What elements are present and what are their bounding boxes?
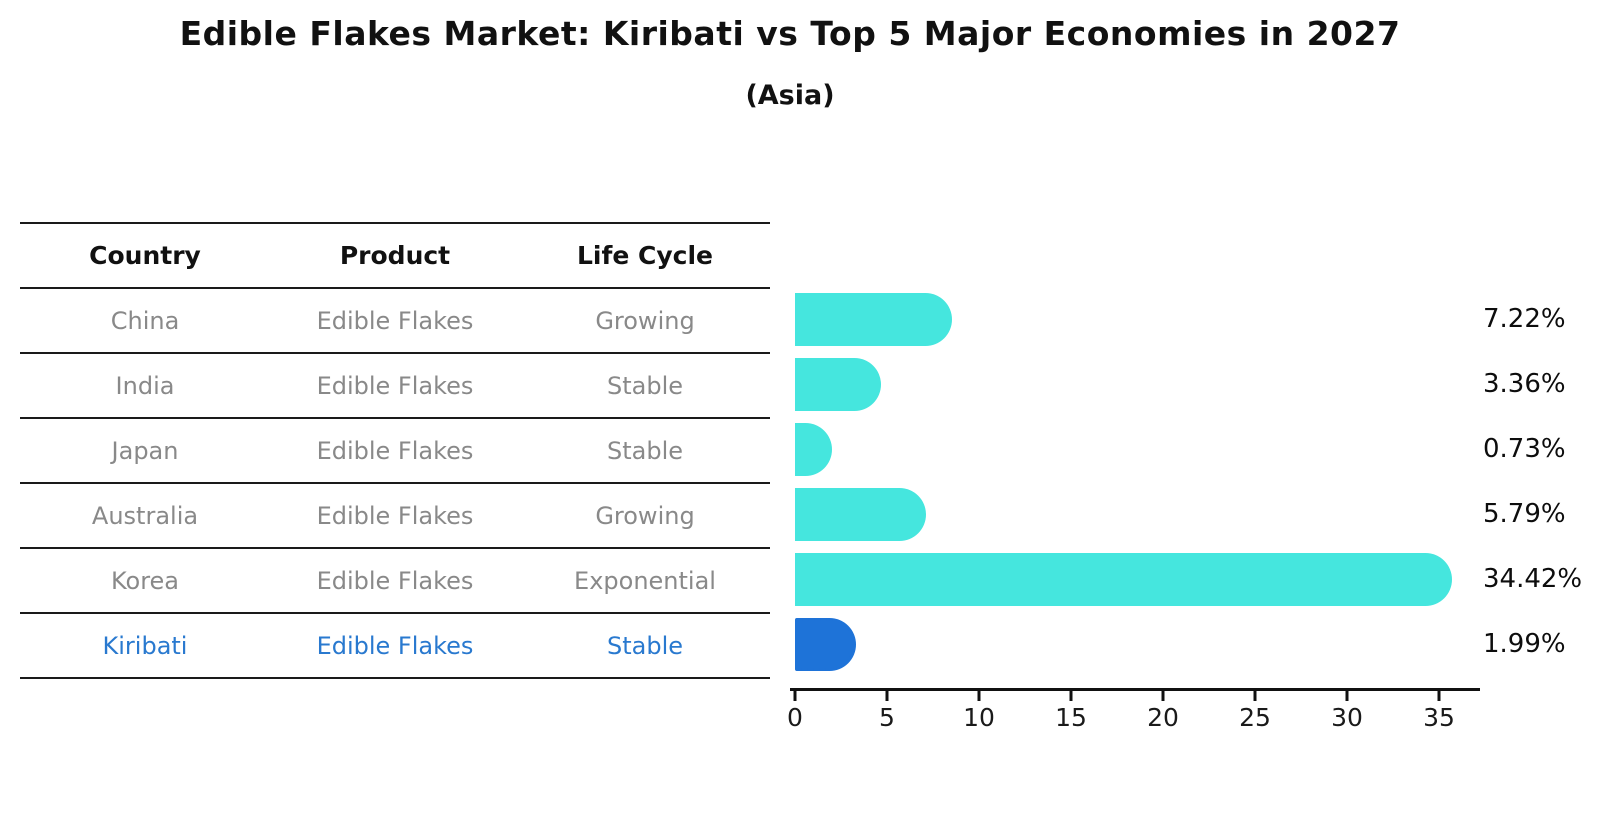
table-cell-product: Edible Flakes bbox=[316, 436, 474, 465]
x-axis-line bbox=[790, 688, 1480, 691]
table-cell-country: Australia bbox=[91, 501, 199, 530]
value-label-australia: 5.79% bbox=[1483, 499, 1566, 529]
bar-china bbox=[795, 293, 952, 346]
x-axis-tick-label: 10 bbox=[963, 703, 995, 732]
x-axis-tick-mark bbox=[793, 691, 797, 701]
x-axis-tick-label: 5 bbox=[879, 703, 895, 732]
table-cell-life-cycle: Stable bbox=[606, 436, 684, 465]
value-label-korea: 34.42% bbox=[1483, 564, 1583, 594]
x-axis-tick-label: 15 bbox=[1055, 703, 1087, 732]
value-label-kiribati: 1.99% bbox=[1483, 629, 1566, 659]
x-axis-tick-mark bbox=[1437, 691, 1441, 701]
column-header-country: Country bbox=[89, 241, 201, 270]
table-row: Australia Edible Flakes Growing bbox=[20, 484, 770, 549]
chart-title: Edible Flakes Market: Kiribati vs Top 5 … bbox=[179, 14, 1401, 53]
x-axis-tick-mark bbox=[1253, 691, 1257, 701]
table-cell-life-cycle: Stable bbox=[606, 371, 684, 400]
value-label-india: 3.36% bbox=[1483, 369, 1566, 399]
table-cell-product: Edible Flakes bbox=[316, 371, 474, 400]
x-axis-tick-mark bbox=[977, 691, 981, 701]
table-cell-life-cycle: Growing bbox=[595, 501, 695, 530]
table-cell-country: Korea bbox=[110, 566, 180, 595]
x-axis-tick-label: 25 bbox=[1239, 703, 1271, 732]
x-axis-tick-mark bbox=[1069, 691, 1073, 701]
chart-subtitle: (Asia) bbox=[745, 80, 835, 111]
bar-korea bbox=[795, 553, 1452, 606]
table-cell-country: China bbox=[110, 306, 180, 335]
value-label-china: 7.22% bbox=[1483, 304, 1566, 334]
table-row: India Edible Flakes Stable bbox=[20, 354, 770, 419]
table-cell-life-cycle: Stable bbox=[606, 631, 684, 660]
column-header-product: Product bbox=[339, 241, 451, 270]
table-cell-life-cycle: Exponential bbox=[574, 566, 716, 595]
table-row: Korea Edible Flakes Exponential bbox=[20, 549, 770, 614]
table-cell-product: Edible Flakes bbox=[316, 566, 474, 595]
table-header-row: Country Product Life Cycle bbox=[20, 222, 770, 289]
bar-australia bbox=[795, 488, 926, 541]
table-row: China Edible Flakes Growing bbox=[20, 289, 770, 354]
x-axis-tick-mark bbox=[885, 691, 889, 701]
x-axis-tick-mark bbox=[1345, 691, 1349, 701]
table-row: Kiribati Edible Flakes Stable bbox=[20, 614, 770, 679]
x-axis-tick-mark bbox=[1161, 691, 1165, 701]
country-table: Country Product Life Cycle China Edible F… bbox=[20, 222, 770, 679]
table-cell-life-cycle: Growing bbox=[595, 306, 695, 335]
table-cell-country: India bbox=[115, 371, 175, 400]
value-label-japan: 0.73% bbox=[1483, 434, 1566, 464]
column-header-life-cycle: Life Cycle bbox=[576, 241, 714, 270]
x-axis-tick-label: 30 bbox=[1331, 703, 1363, 732]
table-row: Japan Edible Flakes Stable bbox=[20, 419, 770, 484]
x-axis-tick-label: 20 bbox=[1147, 703, 1179, 732]
table-cell-product: Edible Flakes bbox=[316, 501, 474, 530]
table-cell-country: Japan bbox=[111, 436, 179, 465]
bar-india bbox=[795, 358, 881, 411]
table-body: China Edible Flakes Growing India Edible Fla… bbox=[20, 289, 770, 679]
bar-kiribati bbox=[795, 618, 856, 671]
table-cell-country: Kiribati bbox=[102, 631, 188, 660]
table-cell-product: Edible Flakes bbox=[316, 306, 474, 335]
table-cell-product: Edible Flakes bbox=[316, 631, 474, 660]
bar-japan bbox=[795, 423, 832, 476]
x-axis-tick-label: 0 bbox=[787, 703, 803, 732]
x-axis-tick-label: 35 bbox=[1423, 703, 1455, 732]
